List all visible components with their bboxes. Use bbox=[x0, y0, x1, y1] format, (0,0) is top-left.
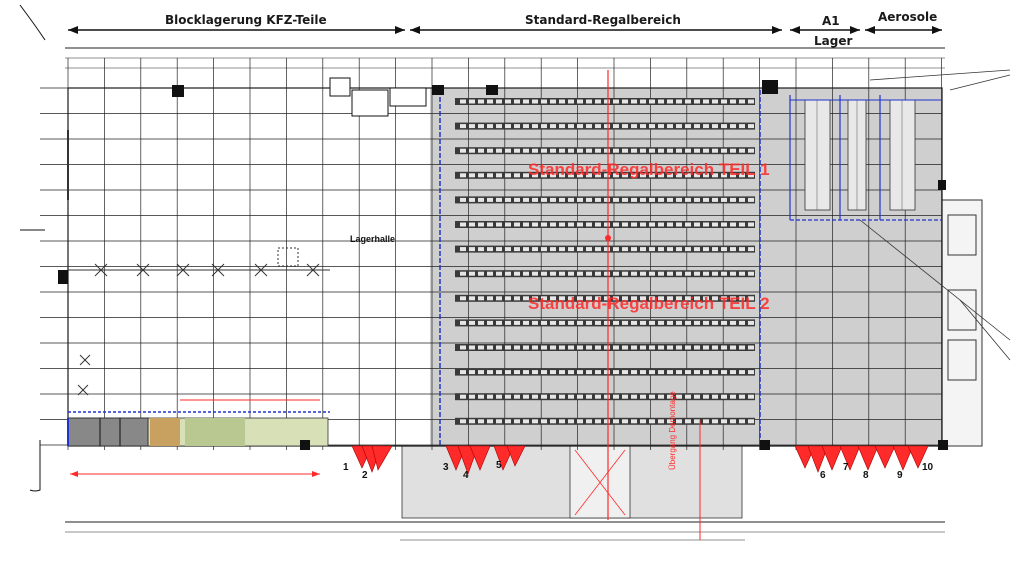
dock-number: 10 bbox=[922, 462, 934, 473]
dock-number: 8 bbox=[863, 470, 869, 481]
dock-number: 7 bbox=[843, 462, 849, 473]
area-label-teil2: Standard-Regalbereich TEIL 2 bbox=[528, 294, 770, 313]
dock-number: 1 bbox=[343, 462, 349, 473]
zone-label-block: Blocklagerung KFZ-Teile bbox=[165, 13, 327, 27]
dock-number: 5 bbox=[496, 460, 502, 471]
dock-number: 6 bbox=[820, 470, 826, 481]
area-label-teil1: Standard-Regalbereich TEIL 1 bbox=[528, 160, 770, 179]
zone-label-standard: Standard-Regalbereich bbox=[525, 13, 681, 27]
dock-number: 2 bbox=[362, 470, 368, 481]
dock-number: 3 bbox=[443, 462, 449, 473]
area-label-hall: Lagerhalle bbox=[350, 234, 396, 244]
zone-label-aerosole: Aerosole bbox=[878, 10, 938, 24]
dock-number: 9 bbox=[897, 470, 903, 481]
area-label-vertical: Übergang Demontage bbox=[668, 391, 677, 470]
dock-number: 4 bbox=[463, 470, 469, 481]
zone-label-a1-sub: Lager bbox=[814, 34, 853, 48]
zone-label-a1: A1 bbox=[822, 14, 840, 28]
